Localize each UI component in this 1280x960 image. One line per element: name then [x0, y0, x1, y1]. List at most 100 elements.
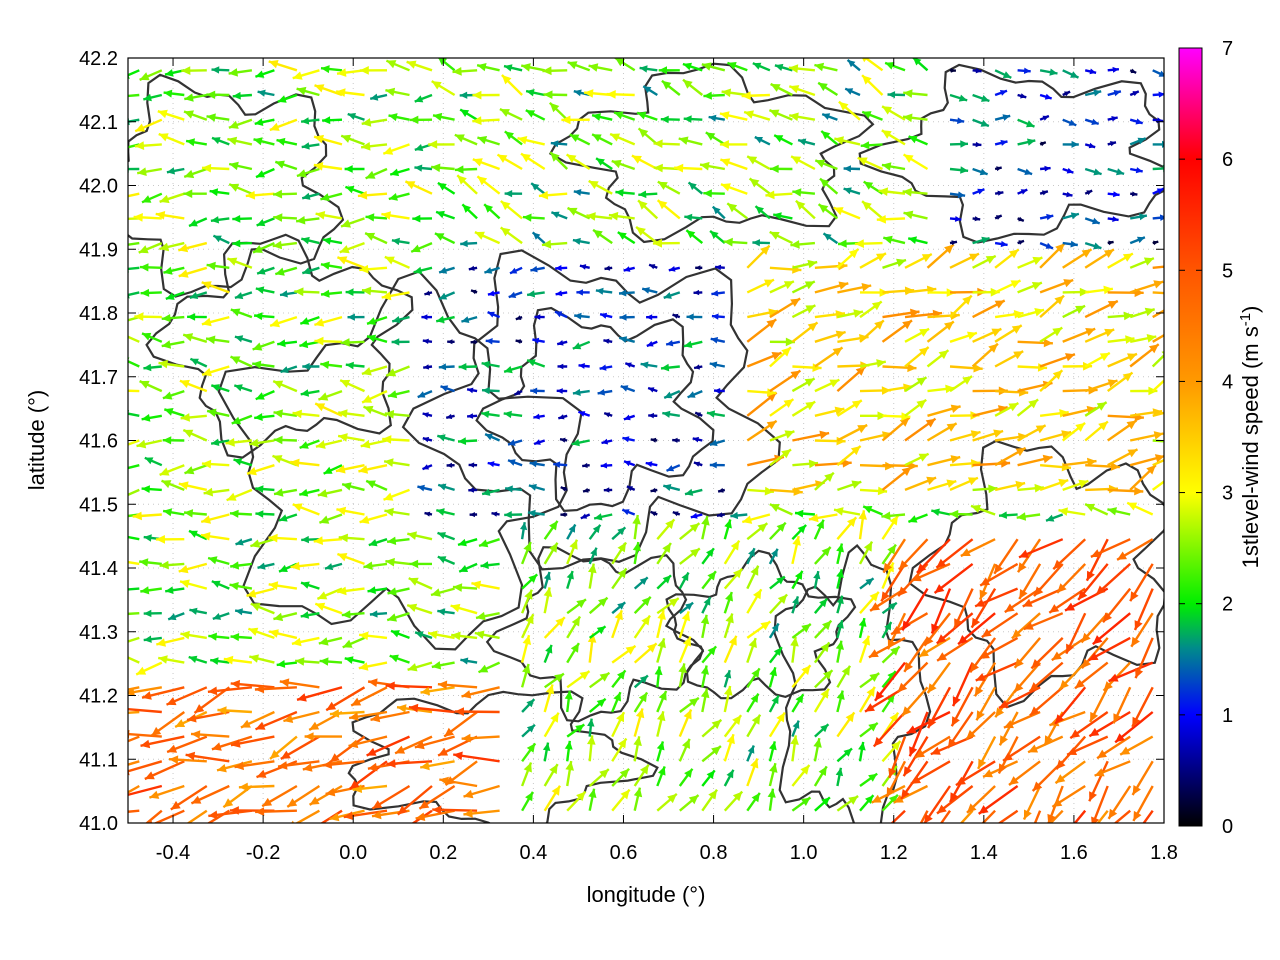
x-tick-label: 1.4	[970, 842, 998, 864]
wind-vector	[201, 281, 230, 294]
wind-vector	[515, 315, 523, 321]
wind-vector	[1088, 636, 1131, 662]
wind-vector	[902, 187, 928, 197]
wind-vector	[431, 661, 455, 670]
wind-vector	[320, 289, 343, 298]
wind-vector	[774, 63, 793, 72]
wind-vector	[347, 112, 365, 121]
wind-vector	[189, 291, 208, 299]
wind-vector	[478, 661, 501, 674]
wind-vector	[1108, 661, 1154, 683]
wind-vector	[701, 718, 723, 738]
wind-vector	[603, 411, 613, 418]
wind-vector	[128, 656, 140, 664]
wind-vector	[1113, 809, 1131, 823]
contour-line	[475, 306, 715, 513]
wind-vector	[304, 732, 343, 741]
wind-vector	[611, 767, 630, 787]
wind-vector	[746, 692, 760, 713]
wind-vector	[414, 631, 433, 640]
wind-vector	[708, 114, 725, 122]
wind-vector	[723, 733, 735, 762]
wind-vector	[520, 762, 533, 787]
wind-vector	[949, 476, 979, 492]
wind-vector	[769, 297, 801, 319]
wind-vector	[633, 576, 649, 590]
wind-vector	[791, 720, 800, 738]
wind-vector	[211, 136, 230, 146]
wind-vector	[165, 586, 185, 594]
wind-vector	[593, 513, 613, 521]
wind-vector	[770, 82, 793, 97]
wind-vector	[1152, 291, 1164, 295]
wind-vector	[814, 796, 831, 812]
wind-vector	[957, 612, 996, 646]
wind-vector	[611, 644, 637, 664]
wind-vector	[313, 536, 343, 545]
wind-vector	[367, 586, 388, 594]
wind-vector	[229, 582, 253, 591]
wind-vector	[533, 413, 545, 420]
wind-vector	[279, 678, 320, 689]
wind-vector	[723, 714, 743, 738]
wind-vector	[139, 69, 163, 82]
wind-vector	[339, 241, 365, 254]
wind-vector	[382, 435, 410, 444]
wind-vector	[586, 212, 613, 221]
wind-vector	[365, 479, 388, 492]
wind-vector	[1062, 304, 1086, 319]
wind-vector	[384, 410, 410, 419]
y-tick-label: 41.9	[79, 239, 118, 261]
wind-vector	[910, 760, 951, 785]
wind-vector	[384, 507, 410, 517]
wind-vector	[181, 809, 208, 823]
wind-vector	[530, 387, 545, 395]
wind-vector	[420, 686, 455, 696]
x-tick-label: 0.4	[519, 842, 547, 864]
wind-vector	[438, 363, 455, 371]
wind-vector	[693, 461, 703, 467]
y-tick-label: 41.8	[79, 303, 118, 325]
wind-vector	[1152, 458, 1164, 467]
wind-vector	[417, 389, 433, 399]
wind-vector	[1096, 809, 1109, 823]
colorbar-tick-label: 0	[1222, 816, 1233, 838]
wind-vector	[302, 760, 343, 772]
wind-vector	[955, 760, 996, 787]
wind-vector	[253, 137, 275, 146]
wind-vector	[200, 513, 230, 524]
wind-vector	[234, 608, 253, 616]
wind-vector	[543, 763, 559, 787]
wind-vector	[345, 361, 365, 370]
wind-vector	[470, 339, 478, 345]
wind-vector	[741, 513, 771, 524]
wind-vector	[746, 637, 757, 663]
wind-vector	[466, 387, 478, 394]
wind-vector	[529, 460, 545, 468]
wind-vector	[292, 503, 320, 516]
wind-vector	[788, 85, 816, 97]
wind-vector	[128, 735, 140, 743]
wind-vector	[149, 809, 185, 823]
wind-vector	[919, 810, 929, 823]
wind-vector	[128, 464, 140, 472]
wind-vector	[491, 511, 500, 517]
wind-vector	[235, 538, 253, 546]
wind-vector	[926, 349, 950, 368]
wind-vector	[679, 696, 700, 713]
colorbar-tick-label: 7	[1222, 38, 1233, 60]
wind-vector	[1151, 480, 1164, 491]
wind-vector	[746, 565, 760, 590]
wind-vector	[975, 686, 997, 721]
wind-vector	[860, 141, 883, 150]
wind-vector	[201, 365, 230, 377]
wind-vector	[931, 508, 951, 516]
wind-vector	[1129, 454, 1164, 467]
wind-vector	[128, 291, 140, 299]
wind-vector	[255, 286, 275, 294]
wind-vector	[859, 577, 875, 590]
wind-vector	[274, 160, 298, 171]
wind-vector	[814, 378, 840, 393]
wind-vector	[687, 389, 703, 399]
wind-vector	[278, 513, 298, 522]
